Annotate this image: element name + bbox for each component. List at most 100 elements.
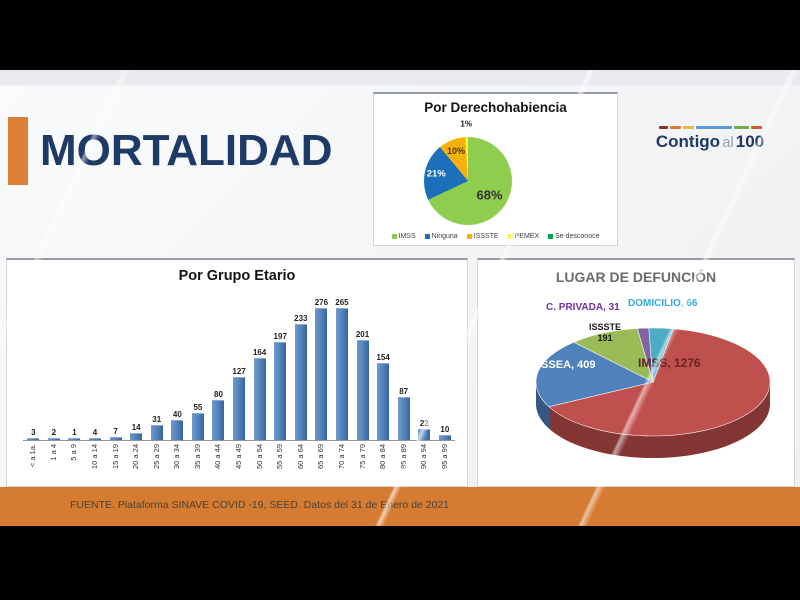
legend-label: Se desconoce [555,233,600,240]
bar-column: 1 [64,298,85,440]
chart-box-lugar-defuncion: LUGAR DE DEFUNCIÓN IMSS, 1276 ISSEA, 409 I… [477,258,795,487]
pie3d-callout-domicilio: DOMICILIO, 66 [628,298,698,309]
x-axis-label-cell: 10 a 14 [85,444,106,488]
legend-swatch-icon [548,234,554,239]
x-axis-label: 10 a 14 [90,444,100,470]
bar-value-label: 10 [440,425,450,434]
bar-value-label: 164 [252,348,267,357]
bar-95-a-99 [438,435,451,440]
bar-column: 197 [270,298,291,440]
x-axis-label-cell: 45 a 49 [229,444,250,488]
bar-column: 14 [126,298,147,440]
logo-dashes [646,126,774,129]
bar-value-label: 2 [51,428,57,437]
x-axis-label-cell: 65 a 69 [311,444,332,488]
bar-70-a-74 [335,308,348,440]
pie-slice-label-imss: 68% [476,187,503,203]
bar-65-a-69 [315,308,328,440]
x-axis-label-cell: 60 a 64 [291,444,312,488]
logo-dash-segment [669,126,681,129]
bar-55-a-59 [274,341,287,440]
bar-25-a-29 [150,424,163,440]
pie-chart-derechohabiencia [424,137,512,225]
bar-column: 80 [208,298,229,440]
pie3d-slice-imss [548,328,771,437]
logo-text: Contigo al 100 [646,132,774,152]
bar-1-a-4 [47,438,60,440]
legend-item-se-desconoce: Se desconoce [548,233,600,240]
bar-column: 164 [249,298,270,440]
x-axis-label: 70 a 74 [336,444,346,470]
x-axis-label-cell: 5 a 9 [64,444,85,488]
x-axis-label-cell: 1 a 4 [44,444,65,488]
x-axis-label: < a 1a. [28,444,38,468]
chart-box-grupo-etario: Por Grupo Etario 3 2 1 4 7 14 31 40 55 80 127 164 19… [6,258,468,487]
x-axis-label: 95 a 99 [439,444,449,470]
x-axis-label-cell: 75 a 79 [352,444,373,488]
bar-15-a-19 [109,436,122,440]
footer-band: FUENTE. Plataforma SINAVE COVID -19, SEE… [0,487,800,526]
logo-dash-segment [658,126,668,129]
bar-45-a-49 [233,376,246,440]
chart-title-lugar-defuncion: LUGAR DE DEFUNCIÓN [555,269,717,285]
x-axis-label-cell: 90 a 94 [414,444,435,488]
pie-legend-derechohabiencia: IMSS Ninguna ISSSTE PEMEX Se desconoce [374,233,617,240]
bar-40-a-44 [212,400,225,440]
x-axis-label-cell: 95 a 99 [435,444,456,488]
x-axis-label-cell: 80 a 84 [373,444,394,488]
x-axis-label: 45 a 49 [234,444,244,470]
footer-source-text: FUENTE. Plataforma SINAVE COVID -19, SEE… [70,499,450,511]
logo-dash-segment [733,126,749,129]
bar-30-a-34 [171,420,184,440]
x-axis-label: 5 a 9 [69,444,79,461]
bar-column: 265 [332,298,353,440]
bar-value-label: 276 [314,298,329,307]
x-axis-label: 50 a 54 [254,444,264,470]
bar-column: 22 [414,298,435,440]
bar-column: 154 [373,298,394,440]
logo-word-al: al [722,134,734,151]
x-axis-label-cell: 20 a 24 [126,444,147,488]
legend-label: PEMEX [514,233,540,240]
legend-label: IMSS [398,233,416,240]
bar-value-label: 55 [193,402,203,412]
bar-value-label: 87 [399,386,409,396]
bar-column: 87 [393,298,414,440]
bar-column: 55 [188,298,209,440]
pie3d-callout-c-privada: C. PRIVADA, 31 [546,302,620,313]
pie3d-callout-issste: ISSSTE 191 [588,322,621,343]
bar-20-a-24 [130,433,143,440]
bar-value-label: 201 [355,329,370,339]
slide-top-strip [0,70,800,86]
bar-75-a-79 [356,339,369,440]
bar-value-label: 127 [232,366,246,376]
bar-column: 276 [311,298,332,440]
legend-item-imss: IMSS [391,233,416,240]
bar-x-axis-labels: < a 1a. 1 a 4 5 a 9 10 a 14 15 a 19 20 a 24 25… [23,444,455,488]
bar-10-a-14 [89,438,102,440]
legend-label: ISSSTE [473,233,499,240]
bar-value-label: 3 [31,428,36,437]
bar-value-label: 154 [376,353,390,362]
bar-85-a-89 [397,396,410,440]
x-axis-label-cell: 70 a 74 [332,444,353,488]
legend-label: Ninguna [431,233,458,240]
bar-value-label: 197 [273,331,287,341]
logo-word-100: 100 [735,132,765,151]
bar-column: 233 [291,298,312,440]
logo-dash-segment [682,126,694,129]
x-axis-label: 25 a 29 [151,444,161,470]
bar-35-a-39 [191,412,204,440]
logo-dash-segment [695,126,732,129]
chart-title-derechohabiencia: Por Derechohabiencia [424,100,567,115]
title-accent-bar [8,117,28,185]
x-axis-label: 20 a 24 [131,444,141,470]
pie3d-chart-lugar-defuncion [535,327,771,458]
bar-plot-area: 3 2 1 4 7 14 31 40 55 80 127 164 197 233 276 265 201 154 8… [23,298,455,441]
pie-slice-label-ninguna: 21% [426,168,446,180]
x-axis-label-cell: 30 a 34 [167,444,188,488]
bar-column: 31 [146,298,167,440]
legend-swatch-icon [424,234,430,239]
x-axis-label: 30 a 34 [172,444,182,470]
